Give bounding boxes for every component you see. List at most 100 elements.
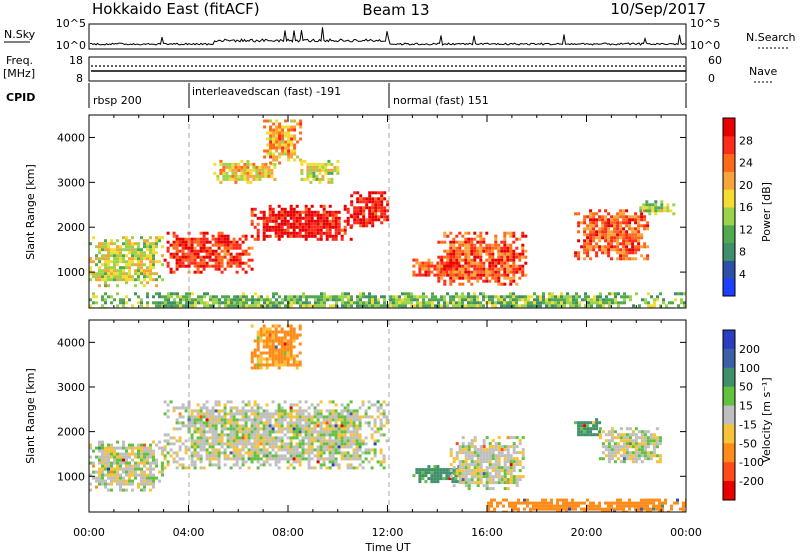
heatmap-cell bbox=[473, 249, 477, 253]
heatmap-cell bbox=[247, 442, 251, 446]
heatmap-cell bbox=[512, 436, 516, 440]
heatmap-cell bbox=[476, 304, 479, 308]
heatmap-cell bbox=[595, 242, 599, 246]
heatmap-cell bbox=[494, 463, 498, 467]
heatmap-cell bbox=[300, 162, 304, 166]
heatmap-cell bbox=[146, 461, 149, 465]
heatmap-cell bbox=[223, 252, 227, 256]
heatmap-cell bbox=[242, 298, 245, 302]
heatmap-cell bbox=[631, 227, 635, 231]
heatmap-cell bbox=[583, 218, 587, 222]
heatmap-cell bbox=[332, 304, 335, 308]
heatmap-cell bbox=[376, 406, 380, 410]
heatmap-cell bbox=[506, 252, 510, 256]
heatmap-cell bbox=[637, 448, 641, 452]
heatmap-cell bbox=[488, 279, 492, 283]
heatmap-cell bbox=[415, 273, 419, 277]
heatmap-cell bbox=[280, 442, 284, 446]
heatmap-cell bbox=[190, 249, 194, 253]
heatmap-cell bbox=[223, 457, 227, 461]
heatmap-cell bbox=[220, 258, 224, 262]
heatmap-cell bbox=[245, 301, 248, 305]
heatmap-cell bbox=[199, 249, 203, 253]
heatmap-cell bbox=[211, 424, 215, 428]
heatmap-cell bbox=[479, 460, 483, 464]
heatmap-cell bbox=[490, 501, 493, 505]
heatmap-cell bbox=[493, 498, 496, 502]
heatmap-cell bbox=[515, 304, 518, 308]
heatmap-cell bbox=[637, 230, 641, 234]
heatmap-cell bbox=[589, 239, 593, 243]
heatmap-cell bbox=[622, 218, 626, 222]
heatmap-cell bbox=[256, 433, 260, 437]
heatmap-cell bbox=[599, 298, 602, 302]
heatmap-cell bbox=[619, 460, 623, 464]
heatmap-cell bbox=[467, 252, 471, 256]
heatmap-cell bbox=[610, 427, 614, 431]
heatmap-cell bbox=[470, 457, 474, 461]
heatmap-cell bbox=[316, 460, 320, 464]
heatmap-cell bbox=[193, 463, 197, 467]
heatmap-cell bbox=[107, 248, 110, 252]
heatmap-cell bbox=[187, 246, 191, 250]
heatmap-cell bbox=[149, 269, 152, 273]
heatmap-cell bbox=[500, 258, 504, 262]
heatmap-cell bbox=[355, 445, 359, 449]
heatmap-cell bbox=[658, 457, 662, 461]
heatmap-cell bbox=[512, 231, 516, 235]
heatmap-cell bbox=[476, 469, 480, 473]
heatmap-cell bbox=[631, 454, 635, 458]
heatmap-cell bbox=[229, 400, 233, 404]
heatmap-cell bbox=[632, 304, 635, 308]
heatmap-cell bbox=[560, 298, 563, 302]
heatmap-cell bbox=[313, 210, 317, 214]
heatmap-cell bbox=[602, 301, 605, 305]
heatmap-cell bbox=[512, 270, 516, 274]
heatmap-cell bbox=[295, 219, 299, 223]
heatmap-cell bbox=[313, 424, 317, 428]
heatmap-cell bbox=[337, 439, 341, 443]
colorbar-segment bbox=[723, 171, 735, 190]
heatmap-cell bbox=[634, 230, 638, 234]
heatmap-cell bbox=[232, 439, 236, 443]
heatmap-cell bbox=[225, 162, 229, 166]
heatmap-cell bbox=[325, 415, 329, 419]
heatmap-cell bbox=[347, 304, 350, 308]
heatmap-cell bbox=[119, 248, 122, 252]
heatmap-cell bbox=[446, 267, 450, 271]
heatmap-cell bbox=[340, 430, 344, 434]
heatmap-cell bbox=[512, 466, 516, 470]
heatmap-cell bbox=[286, 342, 290, 346]
heatmap-cell bbox=[307, 234, 311, 238]
heatmap-cell bbox=[307, 445, 311, 449]
heatmap-cell bbox=[303, 177, 307, 181]
heatmap-cell bbox=[208, 451, 212, 455]
heatmap-cell bbox=[379, 427, 383, 431]
heatmap-cell bbox=[595, 507, 598, 511]
heatmap-cell bbox=[328, 457, 332, 461]
heatmap-cell bbox=[190, 258, 194, 262]
heatmap-cell bbox=[485, 270, 489, 274]
heatmap-cell bbox=[140, 257, 143, 261]
heatmap-cell bbox=[304, 231, 308, 235]
heatmap-cell bbox=[598, 215, 602, 219]
heatmap-cell bbox=[275, 131, 279, 135]
heatmap-cell bbox=[353, 301, 356, 305]
heatmap-cell bbox=[308, 295, 311, 299]
heatmap-cell bbox=[485, 231, 489, 235]
heatmap-cell bbox=[116, 458, 119, 462]
heatmap-cell bbox=[295, 448, 299, 452]
heatmap-cell bbox=[467, 481, 471, 485]
heatmap-cell bbox=[89, 455, 92, 459]
heatmap-cell bbox=[485, 276, 489, 280]
heatmap-cell bbox=[193, 415, 197, 419]
heatmap-cell bbox=[293, 149, 297, 153]
heatmap-cell bbox=[436, 270, 440, 274]
heatmap-cell bbox=[98, 284, 101, 288]
heatmap-cell bbox=[430, 270, 434, 274]
heatmap-cell bbox=[356, 206, 360, 210]
heatmap-cell bbox=[253, 457, 257, 461]
heatmap-cell bbox=[350, 295, 353, 299]
heatmap-cell bbox=[252, 177, 256, 181]
heatmap-cell bbox=[316, 216, 320, 220]
